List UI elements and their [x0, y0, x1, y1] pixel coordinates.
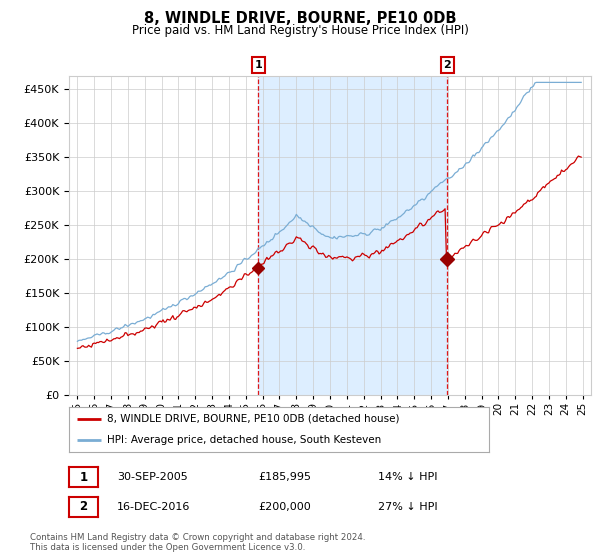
Text: 8, WINDLE DRIVE, BOURNE, PE10 0DB: 8, WINDLE DRIVE, BOURNE, PE10 0DB	[144, 11, 456, 26]
Text: Contains HM Land Registry data © Crown copyright and database right 2024.: Contains HM Land Registry data © Crown c…	[30, 533, 365, 542]
Text: 30-SEP-2005: 30-SEP-2005	[117, 472, 188, 482]
Text: 2: 2	[443, 60, 451, 70]
Text: 14% ↓ HPI: 14% ↓ HPI	[378, 472, 437, 482]
Text: 1: 1	[79, 470, 88, 484]
Text: £200,000: £200,000	[258, 502, 311, 512]
Text: 27% ↓ HPI: 27% ↓ HPI	[378, 502, 437, 512]
Text: 2: 2	[79, 500, 88, 514]
Text: 16-DEC-2016: 16-DEC-2016	[117, 502, 190, 512]
Bar	[259, 76, 447, 395]
Text: 1: 1	[254, 60, 262, 70]
Text: £185,995: £185,995	[258, 472, 311, 482]
Text: This data is licensed under the Open Government Licence v3.0.: This data is licensed under the Open Gov…	[30, 543, 305, 552]
Text: 8, WINDLE DRIVE, BOURNE, PE10 0DB (detached house): 8, WINDLE DRIVE, BOURNE, PE10 0DB (detac…	[107, 414, 400, 424]
Text: Price paid vs. HM Land Registry's House Price Index (HPI): Price paid vs. HM Land Registry's House …	[131, 24, 469, 36]
Text: HPI: Average price, detached house, South Kesteven: HPI: Average price, detached house, Sout…	[107, 435, 381, 445]
